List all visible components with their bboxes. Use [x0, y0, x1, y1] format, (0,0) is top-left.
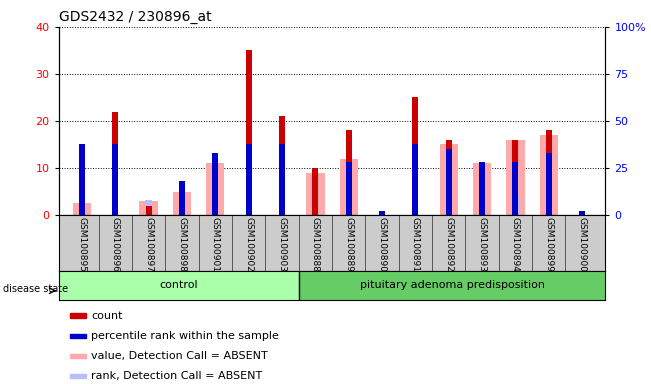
Bar — [546, 131, 552, 215]
Bar — [178, 183, 186, 215]
Text: GSM100897: GSM100897 — [144, 217, 153, 272]
Bar — [112, 144, 118, 215]
Text: GSM100901: GSM100901 — [211, 217, 220, 272]
Bar — [512, 196, 519, 215]
Bar — [212, 159, 218, 215]
Text: GSM100898: GSM100898 — [178, 217, 186, 272]
Bar — [245, 144, 252, 215]
Bar — [540, 135, 558, 215]
Bar — [379, 211, 385, 215]
Bar — [146, 206, 152, 215]
Bar — [512, 140, 518, 215]
Bar — [439, 144, 458, 215]
Bar — [212, 153, 218, 215]
Text: GSM100896: GSM100896 — [111, 217, 120, 272]
Text: GSM100890: GSM100890 — [378, 217, 387, 272]
Text: GSM100894: GSM100894 — [511, 217, 520, 271]
Text: count: count — [91, 311, 123, 321]
Bar — [79, 210, 85, 215]
Bar — [299, 271, 605, 300]
Bar — [145, 200, 152, 215]
Text: GSM100903: GSM100903 — [277, 217, 286, 272]
Text: disease state: disease state — [3, 284, 68, 294]
Bar — [59, 271, 299, 300]
Bar — [579, 214, 585, 215]
Bar — [340, 159, 358, 215]
Bar — [279, 116, 285, 215]
Bar — [70, 313, 86, 318]
Text: GSM100888: GSM100888 — [311, 217, 320, 272]
Text: percentile rank within the sample: percentile rank within the sample — [91, 331, 279, 341]
Bar — [70, 374, 86, 378]
Bar — [346, 162, 352, 215]
Bar — [139, 201, 158, 215]
Bar — [412, 144, 419, 215]
Bar — [346, 131, 352, 215]
Bar — [173, 192, 191, 215]
Text: GSM100893: GSM100893 — [478, 217, 486, 272]
Bar — [379, 214, 385, 215]
Bar — [112, 112, 118, 215]
Text: GSM100899: GSM100899 — [544, 217, 553, 272]
Bar — [579, 211, 585, 215]
Text: GDS2432 / 230896_at: GDS2432 / 230896_at — [59, 10, 211, 25]
Text: GSM100895: GSM100895 — [77, 217, 87, 272]
Text: pituitary adenoma predisposition: pituitary adenoma predisposition — [359, 280, 544, 290]
Text: rank, Detection Call = ABSENT: rank, Detection Call = ABSENT — [91, 371, 262, 381]
Bar — [479, 162, 485, 215]
Bar — [546, 190, 552, 215]
Bar — [79, 144, 85, 215]
Bar — [312, 168, 318, 215]
Bar — [445, 190, 452, 215]
Bar — [412, 98, 419, 215]
Bar — [73, 203, 91, 215]
Bar — [70, 354, 86, 358]
Bar — [279, 144, 285, 215]
Bar — [206, 163, 225, 215]
Bar — [446, 140, 452, 215]
Bar — [70, 334, 86, 338]
Bar — [179, 181, 185, 215]
Bar — [473, 163, 492, 215]
Bar — [479, 163, 485, 215]
Text: GSM100892: GSM100892 — [444, 217, 453, 271]
Text: GSM100889: GSM100889 — [344, 217, 353, 272]
Bar — [245, 50, 252, 215]
Bar — [512, 162, 518, 215]
Bar — [179, 192, 185, 215]
Bar — [478, 196, 486, 215]
Bar — [306, 173, 324, 215]
Bar — [446, 149, 452, 215]
Bar — [79, 204, 85, 215]
Text: GSM100902: GSM100902 — [244, 217, 253, 271]
Text: value, Detection Call = ABSENT: value, Detection Call = ABSENT — [91, 351, 268, 361]
Bar — [506, 140, 525, 215]
Text: GSM100891: GSM100891 — [411, 217, 420, 272]
Text: control: control — [159, 280, 198, 290]
Text: GSM100900: GSM100900 — [577, 217, 587, 272]
Bar — [546, 153, 552, 215]
